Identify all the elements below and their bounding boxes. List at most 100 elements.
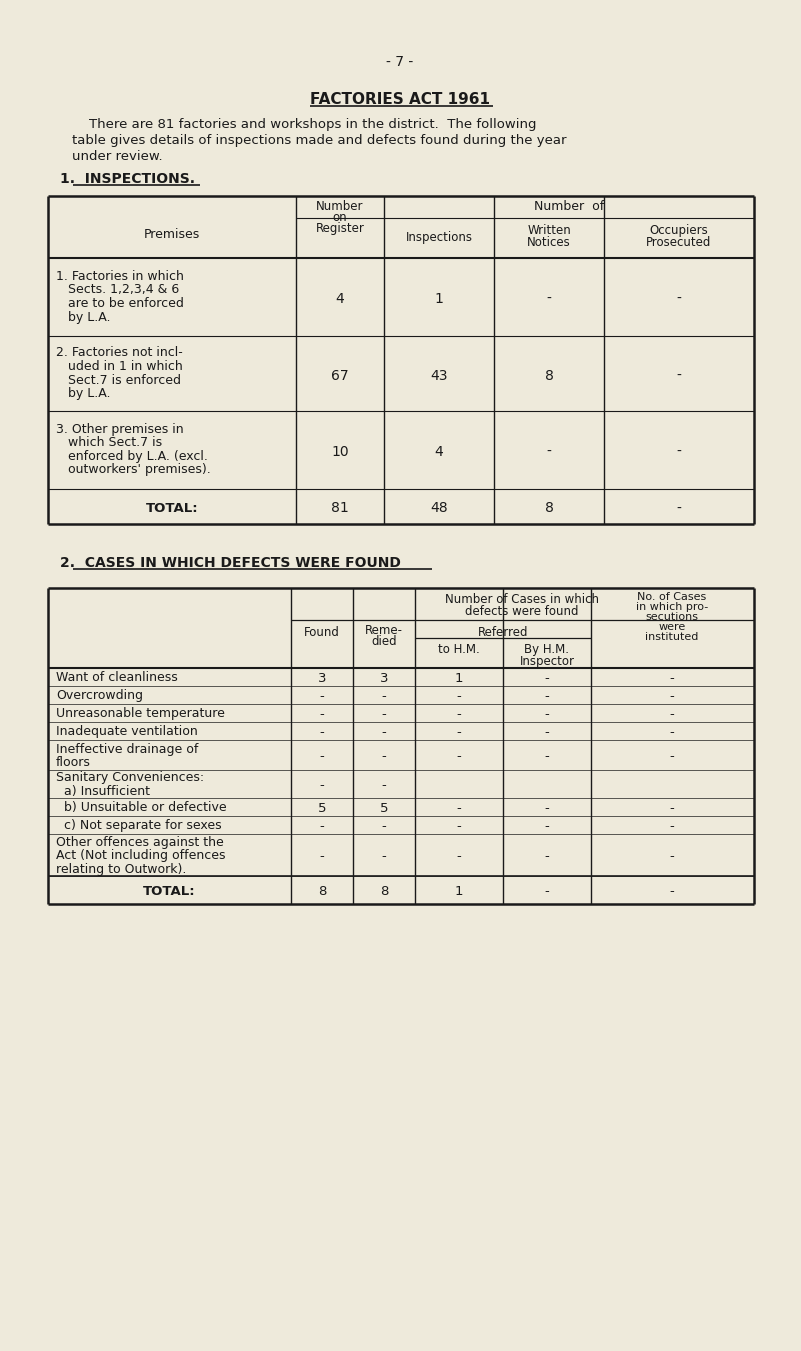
Text: -: - xyxy=(457,850,461,863)
Text: c) Not separate for sexes: c) Not separate for sexes xyxy=(56,819,222,832)
Text: -: - xyxy=(381,725,386,739)
Text: to H.M.: to H.M. xyxy=(438,643,480,657)
Text: Inspector: Inspector xyxy=(520,655,574,667)
Text: Other offences against the: Other offences against the xyxy=(56,836,223,848)
Text: No. of Cases: No. of Cases xyxy=(638,592,706,603)
Text: 8: 8 xyxy=(545,369,553,382)
Text: Want of cleanliness: Want of cleanliness xyxy=(56,671,178,684)
Text: -: - xyxy=(320,820,324,834)
Text: 8: 8 xyxy=(545,501,553,516)
Text: -: - xyxy=(457,725,461,739)
Text: 4: 4 xyxy=(435,444,444,459)
Text: 1. Factories in which: 1. Factories in which xyxy=(56,270,184,282)
Text: -: - xyxy=(546,444,551,459)
Text: -: - xyxy=(670,802,674,815)
Text: outworkers' premises).: outworkers' premises). xyxy=(56,463,211,477)
Text: -: - xyxy=(545,690,549,703)
Text: -: - xyxy=(457,820,461,834)
Text: Premises: Premises xyxy=(144,228,200,240)
Text: -: - xyxy=(320,850,324,863)
Text: b) Unsuitable or defective: b) Unsuitable or defective xyxy=(56,801,227,815)
Text: -: - xyxy=(320,708,324,721)
Text: -: - xyxy=(381,690,386,703)
Text: TOTAL:: TOTAL: xyxy=(146,501,199,515)
Text: -: - xyxy=(546,292,551,305)
Text: -: - xyxy=(320,750,324,763)
Text: -: - xyxy=(670,690,674,703)
Text: Act (Not including offences: Act (Not including offences xyxy=(56,850,226,862)
Text: -: - xyxy=(457,690,461,703)
Text: Sects. 1,2,3,4 & 6: Sects. 1,2,3,4 & 6 xyxy=(56,284,179,296)
Text: Sect.7 is enforced: Sect.7 is enforced xyxy=(56,373,181,386)
Text: -: - xyxy=(670,820,674,834)
Text: -: - xyxy=(545,820,549,834)
Text: secutions: secutions xyxy=(646,612,698,621)
Text: -: - xyxy=(457,750,461,763)
Text: -: - xyxy=(457,708,461,721)
Text: -: - xyxy=(381,708,386,721)
Text: -: - xyxy=(545,671,549,685)
Text: Occupiers: Occupiers xyxy=(650,224,708,236)
Text: a) Insufficient: a) Insufficient xyxy=(56,785,150,798)
Text: 1: 1 xyxy=(455,671,463,685)
Text: -: - xyxy=(670,671,674,685)
Text: -: - xyxy=(381,850,386,863)
Text: uded in 1 in which: uded in 1 in which xyxy=(56,359,183,373)
Text: -: - xyxy=(670,708,674,721)
Text: are to be enforced: are to be enforced xyxy=(56,297,184,309)
Text: relating to Outwork).: relating to Outwork). xyxy=(56,863,187,875)
Text: FACTORIES ACT 1961: FACTORIES ACT 1961 xyxy=(310,92,490,107)
Text: -: - xyxy=(545,802,549,815)
Text: - 7 -: - 7 - xyxy=(386,55,413,69)
Text: Prosecuted: Prosecuted xyxy=(646,236,711,249)
Text: -: - xyxy=(545,725,549,739)
Text: Sanitary Conveniences:: Sanitary Conveniences: xyxy=(56,771,204,785)
Text: in which pro-: in which pro- xyxy=(636,603,708,612)
Text: were: were xyxy=(658,621,686,632)
Text: Number of Cases in which: Number of Cases in which xyxy=(445,593,599,607)
Text: Number  of: Number of xyxy=(534,200,604,213)
Text: under review.: under review. xyxy=(72,150,163,163)
Text: 48: 48 xyxy=(430,501,448,516)
Text: 81: 81 xyxy=(331,501,349,516)
Text: -: - xyxy=(457,802,461,815)
Text: instituted: instituted xyxy=(646,632,698,642)
Text: 8: 8 xyxy=(380,885,388,898)
Text: -: - xyxy=(381,820,386,834)
Text: Unreasonable temperature: Unreasonable temperature xyxy=(56,708,225,720)
Text: 3. Other premises in: 3. Other premises in xyxy=(56,423,183,436)
Text: died: died xyxy=(371,635,396,648)
Text: -: - xyxy=(545,850,549,863)
Text: 4: 4 xyxy=(336,292,344,305)
Text: Notices: Notices xyxy=(527,236,571,249)
Text: -: - xyxy=(677,369,682,382)
Text: 3: 3 xyxy=(318,671,326,685)
Text: Written: Written xyxy=(527,224,571,236)
Text: By H.M.: By H.M. xyxy=(525,643,570,657)
Text: -: - xyxy=(677,292,682,305)
Text: There are 81 factories and workshops in the district.  The following: There are 81 factories and workshops in … xyxy=(72,118,537,131)
Text: Register: Register xyxy=(316,222,364,235)
Text: -: - xyxy=(677,501,682,516)
Text: which Sect.7 is: which Sect.7 is xyxy=(56,436,162,450)
Text: defects were found: defects were found xyxy=(465,605,579,617)
Text: Overcrowding: Overcrowding xyxy=(56,689,143,703)
Text: 67: 67 xyxy=(331,369,348,382)
Text: by L.A.: by L.A. xyxy=(56,311,111,323)
Text: -: - xyxy=(670,750,674,763)
Text: 1: 1 xyxy=(455,885,463,898)
Text: Number: Number xyxy=(316,200,364,213)
Text: -: - xyxy=(545,750,549,763)
Text: table gives details of inspections made and defects found during the year: table gives details of inspections made … xyxy=(72,134,566,147)
Text: 5: 5 xyxy=(318,802,326,815)
Text: floors: floors xyxy=(56,757,91,769)
Text: -: - xyxy=(381,780,386,792)
Text: 1: 1 xyxy=(435,292,444,305)
Text: 2. Factories not incl-: 2. Factories not incl- xyxy=(56,346,183,359)
Text: 8: 8 xyxy=(318,885,326,898)
Text: -: - xyxy=(320,690,324,703)
Text: by L.A.: by L.A. xyxy=(56,386,111,400)
Text: Inspections: Inspections xyxy=(405,231,473,245)
Text: Found: Found xyxy=(304,626,340,639)
Text: -: - xyxy=(320,780,324,792)
